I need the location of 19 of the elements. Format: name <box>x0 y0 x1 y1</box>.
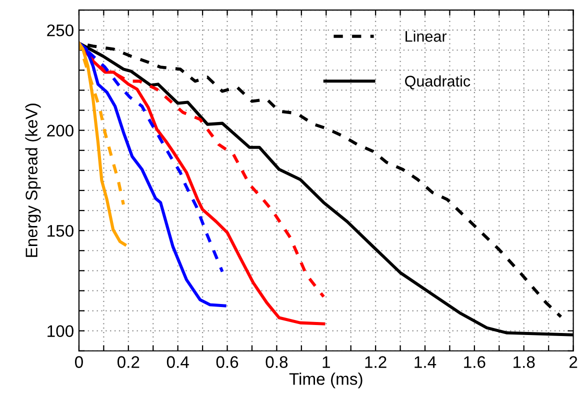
x-tick-label: 1.6 <box>464 356 486 368</box>
x-tick-label: 1.8 <box>514 356 535 368</box>
legend-label: Linear <box>406 30 447 42</box>
x-tick-label: 0.2 <box>117 356 140 368</box>
x-tick-label: 0 <box>74 356 83 368</box>
legend-label: Quadratic <box>405 75 470 90</box>
x-tick-label: 2 <box>570 356 578 368</box>
y-tick-label: 100 <box>48 325 74 338</box>
x-tick-label: 0.6 <box>216 356 238 368</box>
x-tick-label: 1 <box>322 356 330 368</box>
y-axis-title: Energy Spread (keV) <box>25 104 41 257</box>
x-tick-label: 0.4 <box>166 356 189 368</box>
y-tick-label: 200 <box>47 124 74 137</box>
x-axis-title: Time (ms) <box>289 372 362 388</box>
x-tick-label: 1.4 <box>414 356 436 368</box>
y-tick-label: 250 <box>47 24 74 36</box>
y-tick-label: 150 <box>48 224 74 237</box>
x-tick-label: 0.8 <box>266 356 288 368</box>
x-tick-label: 1.2 <box>365 356 386 368</box>
